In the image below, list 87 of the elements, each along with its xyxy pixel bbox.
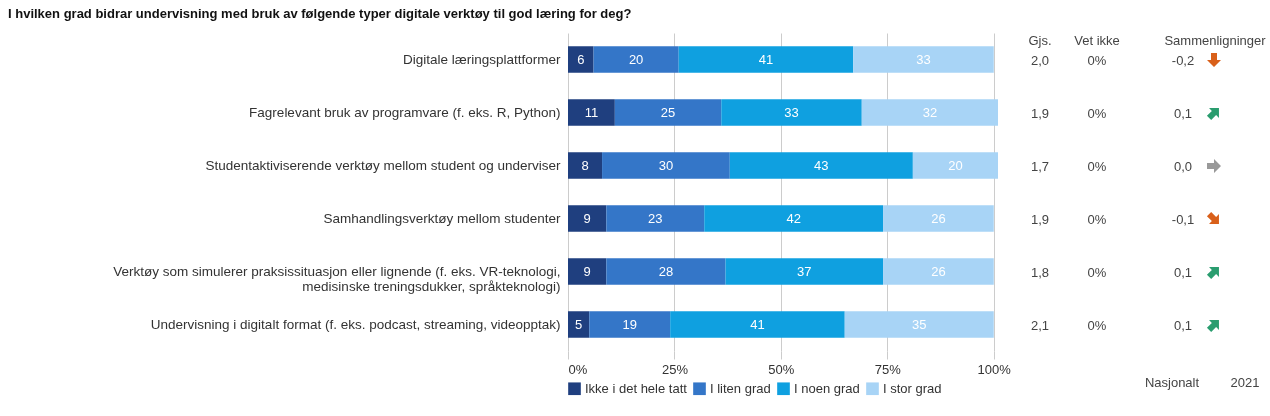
bar bbox=[853, 46, 994, 73]
data-label: 43 bbox=[814, 157, 829, 173]
legend-label: I stor grad bbox=[883, 380, 942, 396]
bar bbox=[568, 205, 607, 232]
data-label: 32 bbox=[922, 104, 938, 120]
text: 0% bbox=[1087, 158, 1107, 174]
data-label: 20 bbox=[948, 157, 963, 173]
data-label: 9 bbox=[583, 210, 591, 226]
text: 0% bbox=[1087, 52, 1107, 68]
legend-label: I noen grad bbox=[794, 380, 860, 396]
text: Gjs. bbox=[1028, 32, 1052, 48]
text: 0,1 bbox=[1173, 105, 1193, 121]
x-tick-label: 0% bbox=[568, 361, 588, 377]
text: 0,1 bbox=[1173, 317, 1193, 333]
y-tick-label: Fagrelevant bruk av programvare (f. eks. R, Python) bbox=[249, 104, 561, 120]
text: 2021 bbox=[1230, 374, 1260, 390]
text: 0,0 bbox=[1173, 158, 1193, 174]
bar bbox=[670, 311, 845, 338]
bar bbox=[844, 311, 994, 338]
bar bbox=[589, 311, 671, 338]
bar bbox=[883, 205, 994, 232]
legend-label: Ikke i det hele tatt bbox=[585, 380, 688, 396]
bar bbox=[568, 152, 603, 179]
bar bbox=[912, 152, 998, 179]
bar bbox=[568, 258, 607, 285]
data-label: 41 bbox=[750, 316, 765, 332]
data-label: 8 bbox=[581, 157, 589, 173]
bar bbox=[568, 46, 594, 73]
text: 0% bbox=[1087, 317, 1107, 333]
data-label: 30 bbox=[658, 157, 674, 173]
bar bbox=[861, 99, 998, 126]
data-label: 5 bbox=[575, 316, 583, 332]
data-label: 37 bbox=[797, 263, 812, 279]
x-tick-label: 75% bbox=[874, 361, 902, 377]
x-tick-label: 25% bbox=[661, 361, 689, 377]
data-label: 26 bbox=[931, 210, 946, 226]
y-tick-label: Samhandlingsverktøy mellom studenter bbox=[323, 210, 561, 226]
text: -0,1 bbox=[1171, 211, 1195, 227]
bar bbox=[725, 258, 884, 285]
text: Vet ikke bbox=[1074, 32, 1120, 48]
data-label: 26 bbox=[931, 263, 946, 279]
y-tick-label: Digitale læringsplattformer bbox=[402, 51, 561, 67]
bar bbox=[606, 258, 726, 285]
data-label: 6 bbox=[577, 51, 585, 67]
text: -0,2 bbox=[1171, 52, 1195, 68]
y-tick-label: Undervisning i digitalt format (f. eks. podcast, streaming, videopptak) bbox=[150, 316, 561, 332]
text: 1,9 bbox=[1030, 211, 1050, 227]
text: I hvilken grad bidrar undervisning med bruk av følgende typer digitale verktøy til god læring for deg? bbox=[8, 6, 632, 21]
data-label: 28 bbox=[658, 263, 674, 279]
text: 0% bbox=[1087, 211, 1107, 227]
x-tick-label: 50% bbox=[768, 361, 795, 377]
data-label: 41 bbox=[758, 51, 774, 67]
bar bbox=[883, 258, 994, 285]
y-tick-label: Verktøy som simulerer praksissituasjon eller lignende (f. eks. VR-teknologi, medisinske treningsdukker, språkteknologi) bbox=[113, 263, 561, 294]
bar bbox=[678, 46, 854, 73]
text: Sammenligninger bbox=[1164, 32, 1266, 48]
bar bbox=[568, 311, 590, 338]
bar bbox=[729, 152, 913, 179]
data-label: 9 bbox=[583, 263, 591, 279]
text: 1,9 bbox=[1030, 105, 1050, 121]
data-label: 42 bbox=[786, 210, 801, 226]
bar bbox=[721, 99, 862, 126]
bar bbox=[602, 152, 730, 179]
data-label: 11 bbox=[584, 104, 599, 120]
x-tick-label: 100% bbox=[977, 361, 1012, 377]
bar bbox=[568, 99, 615, 126]
data-label: 23 bbox=[648, 210, 663, 226]
text: 0% bbox=[1087, 105, 1107, 121]
data-label: 25 bbox=[660, 104, 676, 120]
y-tick-label: Studentaktiviserende verktøy mellom student og underviser bbox=[205, 157, 561, 173]
data-label: 33 bbox=[784, 104, 799, 120]
text: 1,8 bbox=[1030, 264, 1050, 280]
data-label: 20 bbox=[628, 51, 644, 67]
text: 0% bbox=[1087, 264, 1107, 280]
bar bbox=[593, 46, 679, 73]
text: 2,0 bbox=[1030, 52, 1050, 68]
data-label: 35 bbox=[912, 316, 927, 332]
text: Nasjonalt bbox=[1144, 374, 1200, 390]
bar bbox=[614, 99, 722, 126]
legend-label: I liten grad bbox=[710, 380, 771, 396]
data-label: 33 bbox=[916, 51, 931, 67]
bar bbox=[704, 205, 884, 232]
bar bbox=[606, 205, 705, 232]
data-label: 19 bbox=[622, 316, 637, 332]
text: 1,7 bbox=[1030, 158, 1050, 174]
text: 0,1 bbox=[1173, 264, 1193, 280]
text: 2,1 bbox=[1030, 317, 1050, 333]
